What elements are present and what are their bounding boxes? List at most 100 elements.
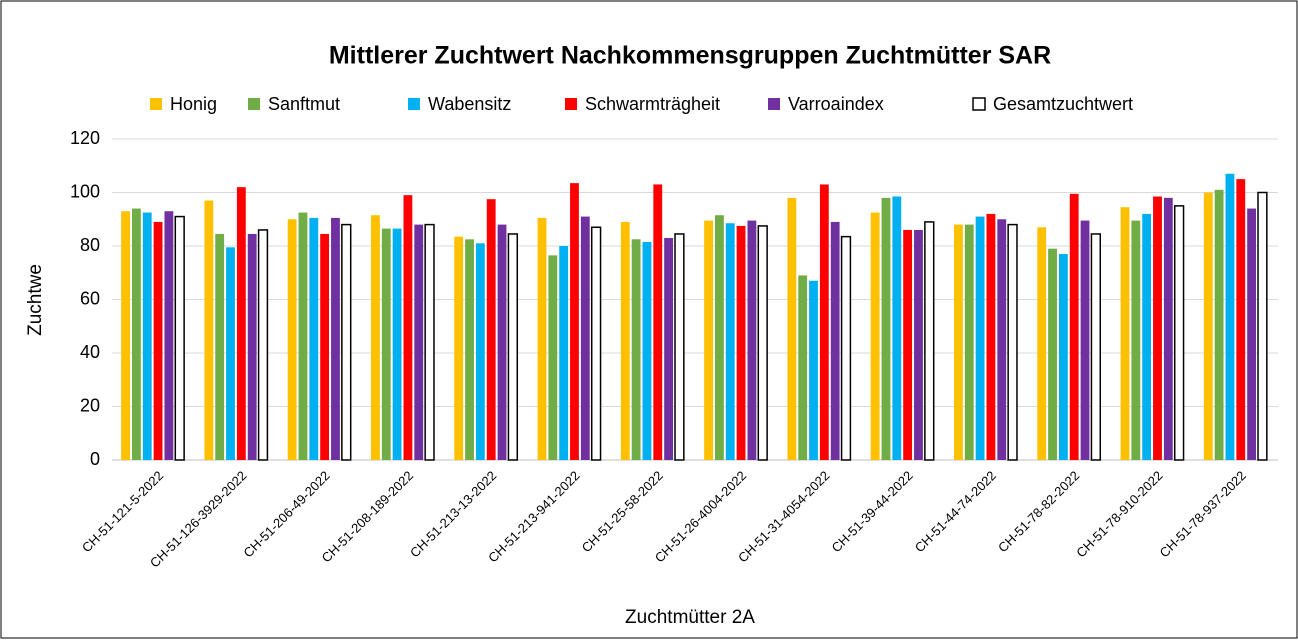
y-tick-label: 40 (80, 342, 100, 362)
legend-label: Wabensitz (428, 94, 511, 114)
bar (1080, 220, 1090, 460)
bar (757, 225, 768, 461)
bar (714, 215, 724, 460)
bar (1142, 213, 1152, 460)
bar (975, 216, 985, 460)
bar (736, 225, 746, 460)
bar (174, 215, 185, 461)
legend-swatch (768, 98, 780, 110)
bar (424, 223, 435, 461)
bar (236, 187, 246, 460)
bar (903, 229, 913, 460)
bar (257, 229, 269, 461)
bar (331, 217, 340, 460)
bar (704, 220, 713, 460)
legend-swatch (408, 98, 420, 110)
bar (997, 219, 1007, 460)
bar (121, 211, 130, 460)
legend-swatch (972, 97, 986, 111)
bar (819, 184, 829, 460)
bar (986, 213, 996, 460)
bar (870, 212, 880, 460)
bar (1069, 193, 1079, 460)
bar (653, 184, 663, 460)
legend-label: Schwarmträgheit (585, 94, 720, 114)
bar (1048, 248, 1057, 460)
bar (559, 246, 569, 460)
bar (486, 199, 496, 460)
bar (798, 275, 808, 460)
bar (954, 224, 963, 460)
bar (309, 217, 319, 460)
bar (892, 196, 902, 460)
bar (642, 241, 652, 460)
y-tick-label: 20 (80, 395, 100, 415)
bar (964, 224, 974, 460)
bar (747, 220, 757, 460)
bar (631, 239, 641, 460)
bar (1203, 192, 1213, 460)
bar (881, 197, 891, 460)
legend-label: Honig (170, 94, 217, 114)
bar (475, 243, 485, 460)
bar (1090, 233, 1102, 461)
y-tick-label: 0 (90, 449, 100, 469)
bar (226, 247, 235, 460)
bar (1007, 223, 1018, 461)
bar (454, 236, 464, 460)
y-tick-label: 60 (80, 288, 100, 308)
y-axis-title: Zuchtwe (25, 264, 46, 336)
bar (247, 233, 257, 460)
bar (215, 233, 225, 460)
bar (381, 228, 391, 460)
chart-title: Mittlerer Zuchtwert Nachkommensgruppen Z… (329, 42, 1051, 70)
bar (1153, 196, 1162, 460)
bar (465, 239, 474, 460)
y-tick-label: 120 (70, 128, 100, 148)
bar (497, 224, 507, 460)
bar (1173, 205, 1185, 461)
bar (725, 223, 735, 460)
bar (204, 200, 214, 460)
bar (1131, 220, 1141, 460)
bar (371, 215, 380, 460)
bar (787, 197, 797, 460)
bar (620, 221, 630, 460)
bar (590, 226, 602, 461)
bar (1236, 179, 1246, 460)
bar (1257, 191, 1268, 461)
legend-label: Gesamtzuchtwert (993, 94, 1133, 114)
bar (924, 221, 935, 461)
bar (164, 211, 174, 460)
bar (1120, 207, 1130, 460)
bar (548, 255, 558, 460)
bar (674, 233, 685, 461)
bar (403, 195, 413, 461)
bar (131, 208, 141, 460)
bar (1058, 254, 1068, 460)
bar (1214, 189, 1224, 460)
legend-label: Sanftmut (268, 94, 340, 114)
bar (914, 229, 923, 460)
bar (1163, 197, 1173, 460)
bar (392, 228, 402, 460)
y-tick-label: 100 (70, 181, 100, 201)
bar (341, 223, 352, 461)
y-tick-label: 80 (80, 235, 100, 255)
bar (298, 212, 308, 460)
legend-swatch (150, 98, 162, 110)
bar (1247, 208, 1257, 460)
bar (570, 183, 579, 460)
bar (414, 224, 424, 460)
bar (1037, 227, 1047, 460)
bar (142, 212, 152, 460)
bar (153, 221, 163, 460)
bar (1225, 173, 1235, 460)
legend-swatch (565, 98, 577, 110)
bar (537, 217, 547, 460)
bar (287, 219, 297, 460)
x-axis-title: Zuchtmütter 2A (625, 607, 755, 628)
bar (580, 216, 590, 460)
bar (507, 233, 519, 461)
